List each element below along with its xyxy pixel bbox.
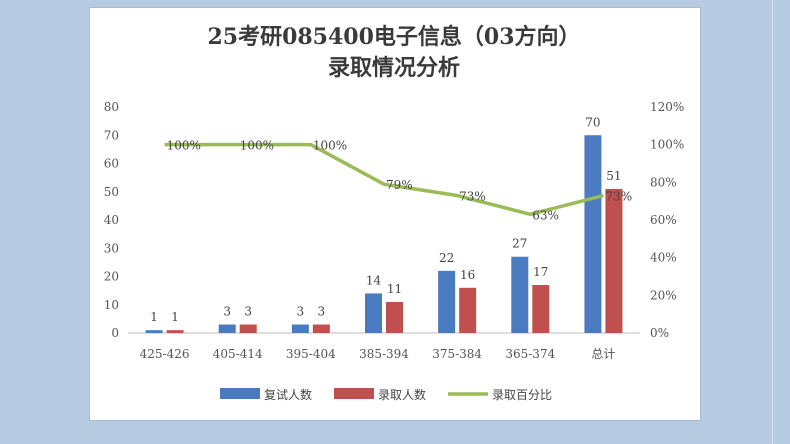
chart-title-line1: 25考研085400电子信息（03方向） — [207, 24, 580, 50]
bar-retest — [584, 135, 602, 333]
y-left-tick-label: 80 — [104, 100, 119, 114]
legend-label: 录取百分比 — [492, 388, 552, 402]
y-left-tick-label: 0 — [111, 326, 119, 340]
y-left-tick-label: 20 — [104, 270, 119, 284]
x-category-label: 375-384 — [432, 347, 482, 361]
bar-layer — [145, 135, 623, 333]
y-left-tick-label: 50 — [104, 185, 119, 199]
bar-data-label: 3 — [244, 305, 252, 319]
bar-data-label: 17 — [533, 265, 548, 279]
bar-retest — [291, 324, 309, 333]
y-left-tick-label: 60 — [104, 157, 119, 171]
percent-data-label: 79% — [386, 178, 413, 192]
bar-retest — [365, 293, 382, 333]
x-category-label: 395-404 — [286, 347, 336, 361]
percent-data-label: 73% — [605, 190, 632, 204]
percent-data-label: 100% — [313, 139, 347, 153]
right-gutter — [772, 0, 773, 444]
y-left-tick-label: 40 — [104, 213, 119, 227]
bar-retest — [145, 330, 163, 333]
percent-line — [164, 142, 604, 217]
bar-admitted — [312, 324, 330, 333]
legend-label: 录取人数 — [378, 387, 426, 402]
legend-label: 复试人数 — [264, 387, 312, 402]
bar-retest — [511, 256, 529, 333]
percent-data-label: 100% — [167, 139, 201, 153]
chart-title-line2: 录取情况分析 — [328, 55, 460, 81]
x-category-label: 385-394 — [359, 347, 409, 361]
bar-admitted — [532, 284, 550, 333]
percent-data-label: 100% — [240, 139, 274, 153]
bar-data-label: 3 — [318, 305, 326, 319]
y-left-tick-label: 30 — [104, 241, 119, 255]
bar-data-label: 14 — [366, 273, 382, 287]
legend-swatch — [220, 388, 260, 399]
bar-retest — [218, 324, 236, 333]
line-layer — [164, 142, 604, 217]
bar-admitted — [239, 324, 257, 333]
bar-data-label: 3 — [223, 305, 231, 319]
y-right-tick-label: 0% — [650, 326, 669, 340]
x-category-label: 365-374 — [505, 347, 555, 361]
bar-data-label: 51 — [606, 169, 621, 183]
percent-data-label: 73% — [459, 190, 486, 204]
axis-layer: 0 10 20 30 40 50 60 70 80 0% 20% 40% 60% 80% 100% 120% 4… — [104, 100, 685, 361]
legend-swatch — [334, 388, 374, 399]
bar-data-label: 11 — [387, 282, 402, 296]
legend: 复试人数 录取人数 录取百分比 — [220, 387, 552, 402]
y-right-tick-label: 100% — [650, 138, 684, 152]
y-right-tick-label: 20% — [650, 288, 677, 302]
bar-data-label: 1 — [171, 310, 179, 324]
y-right-tick-label: 120% — [650, 100, 684, 114]
bar-admitted — [386, 301, 403, 333]
y-left-tick-label: 70 — [104, 128, 119, 142]
bar-retest — [438, 270, 456, 333]
bar-data-label: 70 — [585, 115, 600, 129]
bar-data-label: 22 — [439, 251, 454, 265]
bar-admitted — [459, 287, 477, 333]
bottom-strip — [0, 424, 790, 444]
x-category-label: 总计 — [591, 347, 615, 361]
bar-data-label: 3 — [297, 305, 305, 319]
bar-data-label: 16 — [460, 268, 475, 282]
percent-data-label: 63% — [532, 208, 559, 222]
y-left-tick-label: 10 — [104, 298, 119, 312]
bar-admitted — [605, 188, 623, 333]
bar-data-label: 27 — [512, 237, 527, 251]
y-right-tick-label: 80% — [650, 175, 677, 189]
x-category-label: 425-426 — [140, 347, 190, 361]
x-category-label: 405-414 — [213, 347, 263, 361]
bar-data-label: 1 — [150, 310, 158, 324]
bar-admitted — [166, 330, 184, 333]
y-right-tick-label: 40% — [650, 251, 677, 265]
y-right-tick-label: 60% — [650, 213, 677, 227]
